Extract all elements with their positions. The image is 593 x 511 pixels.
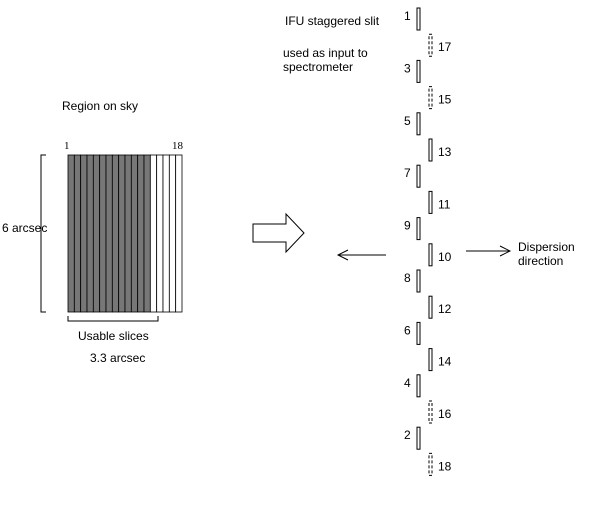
transform-arrow [252, 212, 305, 254]
slit-segment-label: 2 [404, 428, 411, 442]
last-slice-index: 18 [172, 140, 184, 152]
slit-segment [416, 321, 421, 345]
slit-segment-label: 10 [438, 250, 452, 264]
usable-label: Usable slices [78, 329, 149, 343]
slit-note-line2: spectrometer [283, 60, 353, 74]
slit-segment [428, 138, 433, 162]
height-bracket [40, 154, 46, 313]
slit-segment-label: 12 [438, 302, 452, 316]
slit-segment [428, 295, 433, 319]
staggered-slit: 1 17 3 15 5 13 7 11 9 10 8 12 6 14 4 16 2 18 [404, 7, 452, 476]
slit-segment-label: 13 [438, 145, 452, 159]
slice-grid [67, 154, 183, 313]
slit-segment [428, 33, 433, 57]
slit-segment-label: 7 [404, 166, 411, 180]
sky-slice [111, 154, 120, 313]
slit-segment-label: 11 [438, 197, 451, 211]
dispersion-arrow [466, 245, 512, 257]
slit-segment [416, 217, 421, 241]
slit-title: IFU staggered slit [285, 14, 380, 28]
sky-slice [73, 154, 82, 313]
slit-segment [416, 426, 421, 450]
slit-segment-label: 6 [404, 323, 411, 337]
slit-segment [428, 190, 433, 214]
sky-slice [137, 154, 145, 313]
sky-slice [124, 154, 132, 313]
slit-segment [428, 86, 433, 110]
sky-slice [168, 154, 177, 313]
dispersion-line1: Dispersion [518, 240, 575, 254]
slit-segment [428, 400, 433, 424]
slit-segment-label: 16 [438, 407, 452, 421]
usable-bracket [67, 316, 159, 322]
sky-slice [130, 154, 139, 313]
sky-slice [143, 154, 151, 313]
sky-slice [162, 154, 170, 313]
sky-slice [105, 154, 113, 313]
slit-segment-label: 1 [404, 9, 411, 23]
slit-segment-label: 3 [404, 61, 411, 75]
slit-segment-label: 17 [438, 40, 452, 54]
width-label: 3.3 arcsec [90, 351, 145, 365]
sky-slice [99, 154, 107, 313]
slit-segment [428, 243, 433, 267]
sky-slice [67, 154, 75, 313]
slit-segment-label: 4 [404, 376, 411, 390]
slit-note-line1: used as input to [283, 46, 368, 60]
sky-slice [92, 154, 101, 313]
dispersion-line2: direction [518, 254, 563, 268]
slit-segment [416, 59, 421, 83]
slit-segment [416, 269, 421, 293]
slit-segment-label: 8 [404, 271, 411, 285]
slit-segment-label: 18 [438, 459, 452, 473]
slit-segment-label: 9 [404, 219, 411, 233]
sky-slice [86, 154, 94, 313]
first-slice-index: 1 [64, 140, 70, 152]
height-label: 6 arcsec [2, 221, 47, 235]
sky-slice [175, 154, 183, 313]
slit-segment [416, 112, 421, 136]
left-arrow [336, 249, 386, 261]
slit-segment [416, 7, 421, 31]
slit-segment [416, 164, 421, 188]
sky-slice [80, 154, 88, 313]
slit-segment [428, 348, 433, 372]
slit-segment-label: 5 [404, 114, 411, 128]
sky-slice [149, 154, 158, 313]
sky-slice [156, 154, 164, 313]
region-title: Region on sky [62, 99, 138, 113]
slit-segment [416, 374, 421, 398]
slit-segment-label: 14 [438, 355, 452, 369]
sky-slice [118, 154, 126, 313]
slit-segment [428, 452, 433, 476]
slit-segment-label: 15 [438, 93, 452, 107]
